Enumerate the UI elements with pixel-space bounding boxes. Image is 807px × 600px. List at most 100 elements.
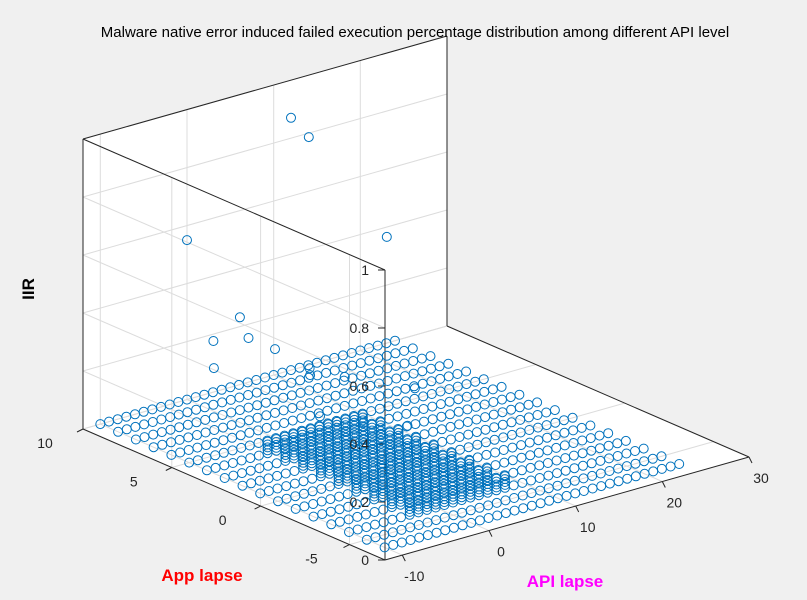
y-axis-line: [82, 428, 386, 561]
grid-line: [82, 254, 386, 387]
scatter-point: [357, 412, 368, 423]
x-axis-line-end: [446, 325, 750, 458]
grid-line: [349, 441, 714, 546]
z-tick-label: 0.8: [350, 320, 370, 336]
grid-line: [273, 374, 576, 507]
scatter-point: [357, 415, 368, 426]
scatter-point: [585, 420, 596, 431]
z-tick-label: 0.2: [350, 494, 370, 510]
scatter-point: [429, 440, 439, 451]
scatter-point: [514, 389, 525, 400]
scatter-point: [402, 420, 413, 431]
scatter-point: [358, 417, 369, 428]
scatter-point: [446, 453, 457, 464]
scatter-point: [567, 412, 578, 423]
scatter-point: [208, 336, 219, 346]
scatter-point: [482, 469, 493, 480]
scatter-point: [674, 459, 685, 469]
tick-labels: -10 0 10 20 30 -5 0 5 10 0 0.2 0.4 0.6 0.8 1: [37, 262, 769, 584]
grid-lines: [82, 35, 750, 561]
scatter-point: [482, 466, 493, 477]
grid-line: [171, 364, 536, 468]
scatter-point: [393, 430, 404, 441]
z-axis-label: IIR: [19, 278, 38, 300]
x-tick-mark: [401, 554, 406, 562]
y-tick-mark: [254, 505, 261, 510]
x-axis-label: API lapse: [527, 572, 604, 591]
x-tick-label: 10: [580, 519, 596, 535]
scatter-point: [464, 455, 475, 466]
x-tick-mark: [575, 505, 580, 513]
scatter-point: [478, 374, 489, 385]
z-tick-label: 0.6: [350, 378, 370, 394]
scatter-point: [446, 451, 457, 461]
scatter-point: [656, 451, 667, 462]
scatter-point: [638, 443, 649, 454]
scatter-point: [549, 405, 560, 416]
y-tick-mark: [165, 467, 173, 471]
x-tick-mark: [661, 481, 666, 488]
scatter-point: [304, 363, 315, 374]
scatter-point: [464, 458, 475, 469]
scatter-point: [393, 425, 404, 435]
scatter-point: [208, 363, 219, 374]
grid-line: [82, 267, 448, 372]
data-points: [95, 112, 685, 553]
grid-line: [186, 399, 490, 532]
scatter-point: [500, 474, 510, 485]
top-back-edge: [82, 35, 448, 140]
scatter-point: [243, 333, 254, 343]
grid-line: [82, 312, 386, 445]
scatter-point: [409, 383, 420, 394]
y-tick-mark: [343, 544, 350, 549]
scatter-point: [339, 371, 350, 382]
scatter-point: [305, 370, 316, 381]
scatter-point: [425, 351, 436, 362]
scatter-point: [375, 423, 386, 434]
scatter-point: [429, 446, 439, 457]
x-tick-label: 0: [497, 544, 505, 560]
scatter-point: [446, 448, 457, 459]
scatter-point: [315, 411, 325, 422]
scatter-point: [286, 112, 296, 123]
grid-line: [82, 196, 386, 329]
z-tick-label: 0: [361, 552, 369, 568]
y-tick-label: 0: [219, 512, 227, 528]
scatter-point: [234, 312, 245, 323]
grid-line: [82, 151, 448, 256]
y-tick-label: -5: [305, 551, 318, 567]
top-left-edge: [82, 138, 386, 271]
x-tick-label: 20: [667, 495, 683, 511]
scatter-point: [443, 358, 454, 369]
y-tick-label: 5: [130, 474, 138, 490]
scatter-point: [532, 397, 543, 408]
chart-title: Malware native error induced failed exec…: [101, 24, 729, 41]
grid-line: [82, 325, 448, 430]
x-tick-label: 30: [753, 470, 769, 486]
x-tick-mark: [488, 530, 493, 537]
y-tick-mark: [76, 428, 84, 433]
scatter-point: [390, 335, 400, 346]
axis-lines: [76, 35, 753, 562]
grid-line: [260, 402, 625, 507]
scatter-point: [407, 343, 418, 354]
axes-panes: [83, 36, 749, 560]
scatter-point: [461, 366, 472, 377]
scatter-point: [270, 344, 280, 355]
scatter-point: [375, 420, 386, 431]
scatter-point: [411, 435, 422, 446]
scatter-point: [303, 132, 314, 143]
scatter-point: [482, 463, 493, 474]
scatter-point: [496, 381, 507, 392]
x-axis-line: [384, 456, 750, 561]
scatter-point: [357, 409, 368, 420]
scatter-point: [381, 231, 392, 242]
scatter-point: [411, 432, 422, 443]
grid-line: [82, 209, 448, 314]
scatter-point: [500, 471, 510, 482]
scatter-point: [411, 438, 422, 449]
y-axis-label: App lapse: [161, 566, 242, 585]
x-tick-label: -10: [404, 568, 424, 584]
z-tick-label: 0.4: [350, 436, 370, 452]
grid-line: [82, 93, 448, 198]
